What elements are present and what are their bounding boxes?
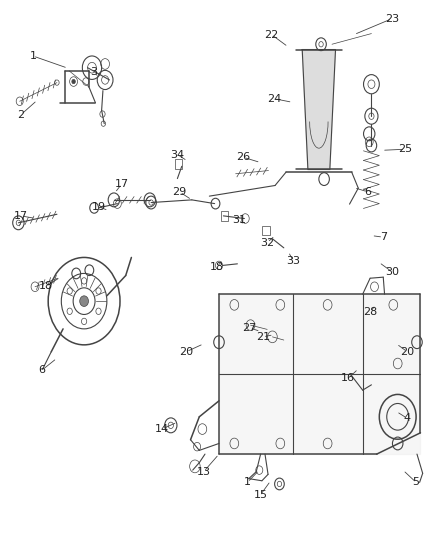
- Text: 24: 24: [267, 94, 281, 103]
- Polygon shape: [219, 294, 420, 454]
- Text: 17: 17: [14, 211, 28, 221]
- Circle shape: [72, 79, 75, 84]
- Text: 20: 20: [400, 347, 414, 357]
- Text: 13: 13: [197, 467, 211, 477]
- Text: 32: 32: [260, 238, 274, 247]
- Text: 16: 16: [341, 374, 355, 383]
- Text: 27: 27: [243, 323, 257, 333]
- Bar: [262, 226, 270, 235]
- Text: 22: 22: [265, 30, 279, 39]
- Text: 14: 14: [155, 424, 169, 434]
- Text: 5: 5: [413, 478, 420, 487]
- Text: 18: 18: [39, 281, 53, 291]
- Bar: [175, 159, 182, 169]
- Text: 15: 15: [254, 490, 268, 499]
- Text: 6: 6: [38, 366, 45, 375]
- Bar: [221, 211, 228, 221]
- Text: 2: 2: [18, 110, 25, 119]
- Text: 26: 26: [236, 152, 250, 162]
- Text: 23: 23: [385, 14, 399, 23]
- Text: 7: 7: [380, 232, 387, 242]
- Text: 25: 25: [398, 144, 412, 154]
- Text: 18: 18: [210, 262, 224, 271]
- Text: 34: 34: [170, 150, 184, 159]
- Text: 31: 31: [232, 215, 246, 224]
- Text: 1: 1: [29, 51, 36, 61]
- Text: 29: 29: [173, 187, 187, 197]
- Text: 6: 6: [364, 187, 371, 197]
- Text: 19: 19: [92, 202, 106, 212]
- Text: 4: 4: [404, 414, 411, 423]
- Text: 20: 20: [179, 347, 193, 357]
- Circle shape: [80, 296, 88, 306]
- Text: 33: 33: [286, 256, 300, 266]
- Text: 17: 17: [115, 179, 129, 189]
- Text: 3: 3: [91, 67, 98, 77]
- Polygon shape: [302, 50, 336, 169]
- Text: 28: 28: [363, 307, 377, 317]
- Text: 30: 30: [385, 267, 399, 277]
- Text: 21: 21: [256, 332, 270, 342]
- Text: 1: 1: [244, 478, 251, 487]
